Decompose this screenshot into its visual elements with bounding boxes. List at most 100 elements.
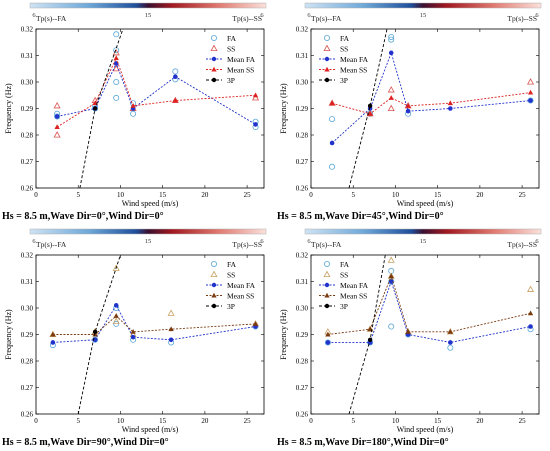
ss-point	[366, 325, 374, 332]
mean-ss-point	[447, 100, 453, 106]
fa-point	[329, 163, 336, 170]
fa-point	[324, 339, 331, 346]
x-tick-label: 20	[476, 417, 484, 425]
legend-label: Mean SS	[227, 291, 254, 300]
colorbar	[304, 228, 542, 235]
series-mean-ss-line	[52, 315, 256, 335]
plot-series	[324, 255, 535, 414]
legend-marker	[324, 77, 330, 83]
panel-caption: Hs = 8.5 m,Wave Dir=0°,Wind Dir=0°	[2, 211, 164, 222]
y-tick-label: 0.32	[21, 26, 34, 34]
legend-label: Mean SS	[340, 291, 367, 300]
legend-label: FA	[227, 34, 237, 43]
legend-marker	[323, 270, 331, 277]
mean-fa-point	[168, 337, 174, 343]
series-mean-ss	[50, 313, 259, 337]
x-tick-label: 15	[434, 191, 442, 199]
legend-marker	[324, 56, 330, 62]
x-tick-label: 5	[76, 417, 80, 425]
y-tick-label: 0.31	[21, 52, 34, 60]
plot-series	[53, 29, 260, 188]
mean-fa-point	[388, 50, 394, 56]
y-tick-label: 0.31	[296, 52, 309, 60]
colorbar-right-label: Tp(s)--SS	[232, 240, 262, 249]
3p-point	[92, 329, 98, 335]
y-axis-label: Frequency (Hz)	[279, 83, 288, 134]
x-tick-label: 10	[392, 417, 400, 425]
3p-line	[348, 255, 386, 414]
series-mean-ss-line	[331, 92, 531, 115]
fa-point	[447, 344, 454, 351]
y-tick-label: 0.28	[296, 132, 309, 140]
colorbar-tick-label: 6	[307, 12, 311, 19]
fa-point	[172, 68, 179, 75]
x-tick-label: 10	[117, 417, 125, 425]
colorbar-tick-label: 15	[145, 12, 152, 19]
legend-label: Mean FA	[227, 281, 256, 290]
legend-label: SS	[340, 270, 348, 279]
x-tick-label: 25	[519, 417, 527, 425]
legend-marker	[324, 66, 330, 72]
legend-marker	[211, 303, 217, 309]
x-tick-label: 5	[351, 191, 355, 199]
ss-point	[112, 317, 120, 324]
series-mean-ss	[54, 55, 259, 130]
chart-panel-2: 6 15 6Tp(s)--FA Tp(s)--SS0 5 10 15 20 250.260.27…	[277, 2, 542, 222]
3p-line	[77, 255, 121, 414]
mean-fa-point	[448, 340, 453, 345]
fa-point	[113, 320, 120, 327]
x-tick-label: 15	[159, 417, 167, 425]
y-tick-label: 0.26	[21, 185, 34, 193]
colorbar-tick-label: 6	[32, 12, 36, 19]
legend-label: Mean SS	[340, 65, 367, 74]
mean-ss-point	[252, 321, 259, 326]
legend-marker	[324, 292, 330, 298]
mean-fa-point	[405, 108, 411, 114]
mean-ss-point	[388, 273, 394, 279]
legend-label: FA	[340, 260, 350, 269]
chart-panel-3: 6 15 6Tp(s)--FA Tp(s)--SS0 5 10 15 20 250.260.27…	[2, 228, 267, 448]
fa-point	[388, 278, 395, 285]
y-tick-label: 0.30	[21, 305, 34, 313]
colorbar-right-label: Tp(s)--SS	[232, 14, 262, 23]
3p-line	[348, 29, 388, 188]
series-mean-fa-line	[57, 62, 256, 125]
fa-point	[388, 323, 395, 330]
series-mean-fa-line	[331, 51, 531, 144]
mean-ss-point	[168, 326, 174, 332]
fa-point	[329, 116, 336, 123]
legend-label: Mean FA	[340, 281, 369, 290]
fa-point	[92, 105, 99, 112]
fa-point	[113, 79, 120, 86]
y-tick-label: 0.27	[296, 384, 309, 392]
y-tick-label: 0.28	[21, 358, 34, 366]
ss-point	[167, 309, 175, 316]
x-tick-label: 20	[476, 191, 484, 199]
colorbar-left-label: Tp(s)--FA	[36, 14, 67, 23]
ss-point	[112, 64, 120, 72]
mean-fa-point	[113, 303, 119, 308]
mean-ss-point	[325, 331, 331, 337]
mean-ss-point	[405, 329, 411, 334]
colorbar-tick-label: 15	[420, 12, 427, 19]
series-3p	[348, 29, 388, 188]
mean-ss-point	[388, 95, 394, 100]
x-tick-label: 25	[519, 191, 527, 199]
legend-label: FA	[227, 260, 237, 269]
3p-point	[367, 103, 373, 109]
mean-ss-point	[527, 89, 534, 95]
legend-marker	[324, 303, 330, 309]
y-axis-label: Frequency (Hz)	[4, 83, 13, 134]
mean-fa-point	[528, 98, 533, 103]
series-fa	[54, 31, 259, 131]
x-tick-label: 25	[244, 417, 252, 425]
fa-point	[113, 94, 120, 101]
plot-series	[49, 255, 260, 414]
fa-point	[113, 31, 120, 38]
x-tick-label: 20	[201, 417, 209, 425]
legend-label: 3P	[340, 76, 348, 85]
